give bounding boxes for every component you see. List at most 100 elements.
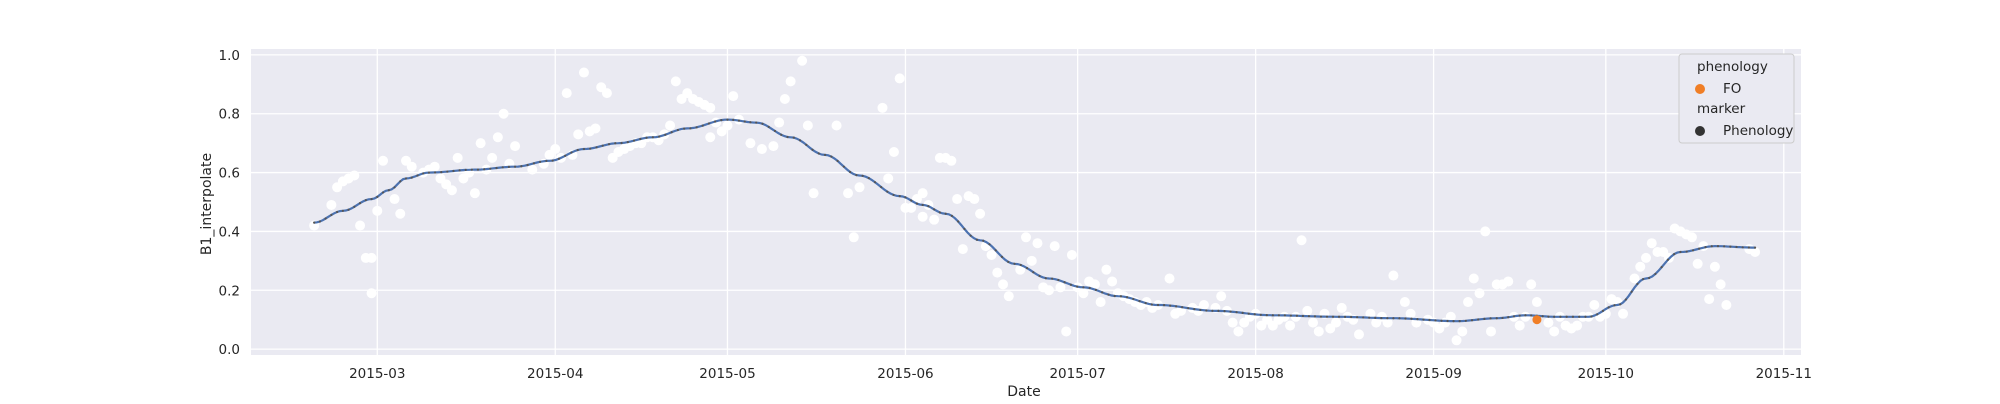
smoothed-point (520, 165, 523, 168)
smoothed-point (551, 159, 554, 162)
smoothed-point (849, 170, 852, 174)
raw-point (888, 146, 899, 157)
raw-point (1066, 249, 1077, 260)
raw-point (1296, 235, 1307, 246)
raw-point (929, 214, 940, 225)
smoothed-point (614, 142, 617, 145)
smoothed-point (1440, 319, 1443, 322)
raw-point (894, 73, 905, 84)
smoothed-point (1175, 305, 1178, 308)
raw-point (372, 205, 383, 216)
smoothed-point (1530, 314, 1533, 317)
raw-point (1629, 273, 1640, 284)
smoothed-point (1253, 313, 1256, 316)
raw-point (492, 132, 503, 143)
raw-point (877, 102, 888, 113)
smoothed-point (792, 136, 795, 139)
smoothed-point (1088, 286, 1091, 290)
smoothed-point (1428, 318, 1431, 322)
smoothed-point (1138, 299, 1141, 303)
raw-point (1101, 264, 1112, 275)
smoothed-point (1374, 316, 1377, 319)
smoothed-point (1187, 307, 1190, 310)
smoothed-point (1319, 315, 1323, 318)
smoothed-point (1495, 317, 1498, 320)
raw-point (843, 188, 854, 199)
smoothed-point (1470, 319, 1474, 322)
raw-point (527, 164, 538, 175)
smoothed-point (1313, 315, 1317, 318)
smoothed-point (1082, 286, 1085, 289)
y-axis-label: B1_interpolate (199, 153, 215, 255)
raw-point (785, 76, 796, 87)
smoothed-point (576, 148, 579, 152)
raw-point (1336, 302, 1347, 313)
smoothed-point (464, 168, 467, 172)
smoothed-point (761, 122, 764, 125)
smoothed-point (1483, 317, 1486, 320)
smoothed-point (1464, 319, 1467, 322)
raw-point (1164, 273, 1175, 284)
smoothed-point (969, 234, 972, 237)
plot-background (251, 49, 1801, 355)
raw-point (831, 120, 842, 131)
raw-point (848, 232, 859, 243)
raw-point (1107, 276, 1118, 287)
smoothed-point (1044, 277, 1047, 280)
smoothed-point (910, 199, 913, 202)
smoothed-point (1698, 247, 1701, 250)
smoothed-point (1416, 318, 1419, 321)
raw-point (952, 194, 963, 205)
smoothed-point (404, 177, 408, 180)
smoothed-point (695, 126, 698, 129)
raw-point (1692, 258, 1703, 269)
smoothed-point (341, 209, 344, 212)
smoothed-point (933, 208, 936, 211)
raw-point (1285, 320, 1296, 331)
smoothed-point (476, 168, 480, 171)
smoothed-point (861, 174, 864, 177)
raw-point (756, 144, 767, 155)
raw-point (1043, 285, 1054, 296)
smoothed-point (886, 190, 889, 193)
smoothed-point (651, 136, 654, 139)
raw-point (1468, 273, 1479, 284)
raw-point (1095, 297, 1106, 308)
smoothed-point (1398, 317, 1401, 320)
raw-point (1646, 238, 1657, 249)
raw-point (475, 138, 486, 149)
smoothed-point (1642, 278, 1645, 281)
smoothed-point (545, 159, 548, 163)
smoothed-point (1000, 255, 1004, 259)
raw-point (1032, 238, 1043, 249)
smoothed-point (589, 147, 592, 150)
smoothed-point (1119, 295, 1123, 298)
smoothed-point (416, 174, 419, 177)
raw-point (446, 185, 457, 196)
smoothed-point (664, 133, 667, 136)
x-tick-labels: 2015-03 2015-04 2015-05 2015-06 2015-07 2015-… (349, 366, 1812, 382)
smoothed-point (836, 159, 839, 163)
raw-point (728, 91, 739, 102)
raw-point (998, 279, 1009, 290)
smoothed-point (830, 155, 833, 158)
smoothed-point (595, 146, 598, 149)
smoothed-point (446, 170, 449, 173)
smoothed-point (399, 180, 402, 183)
smoothed-series (313, 118, 1757, 323)
raw-point (1457, 326, 1468, 337)
raw-point (452, 152, 463, 163)
raw-point (378, 155, 389, 166)
y-tick-label: 0.8 (219, 107, 240, 123)
smoothed-point (1679, 250, 1682, 254)
smoothed-point (1507, 316, 1510, 319)
legend-title-phenology: phenology (1697, 59, 1768, 75)
smoothed-point (1630, 290, 1633, 293)
raw-point (1365, 308, 1376, 319)
smoothed-point (1571, 315, 1575, 318)
smoothed-point (1559, 315, 1562, 318)
raw-point (768, 141, 779, 152)
smoothed-point (1368, 316, 1371, 319)
smoothed-point (1217, 309, 1220, 312)
smoothed-point (1747, 246, 1750, 249)
